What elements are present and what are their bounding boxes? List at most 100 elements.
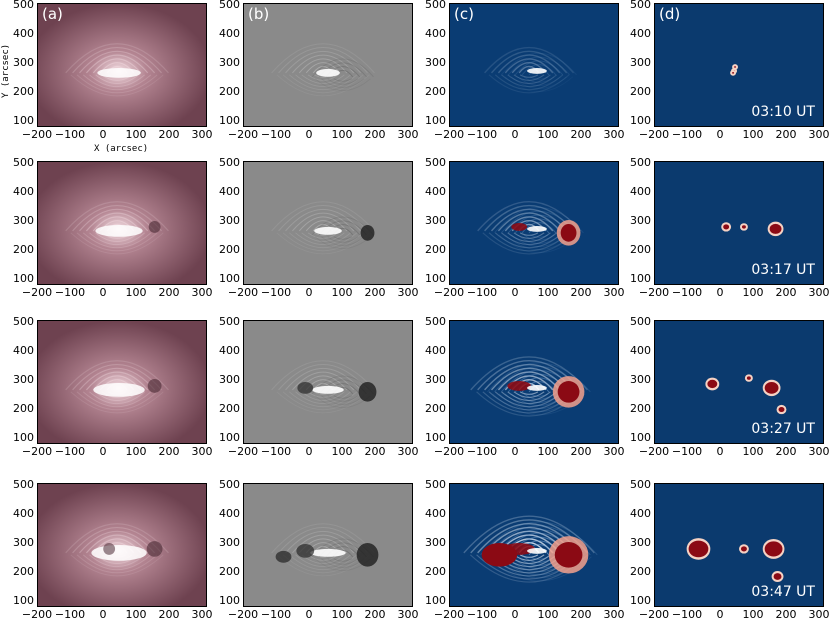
- x-axis-title: X (arcsec): [94, 144, 149, 154]
- y-tick-label: 200: [219, 565, 240, 578]
- y-tick-label: 400: [630, 185, 651, 198]
- y-tick-label: 100: [630, 272, 651, 285]
- panel-image: [244, 321, 412, 443]
- y-tick-label: 300: [630, 536, 651, 549]
- y-tick-label: 100: [425, 594, 446, 607]
- y-tick-label: 100: [219, 431, 240, 444]
- y-tick-label: 200: [425, 402, 446, 415]
- y-tick-label: 300: [13, 56, 34, 69]
- image-panel-gray-0: (b): [243, 3, 413, 127]
- y-tick-label: 200: [13, 565, 34, 578]
- x-tick-label: −200: [638, 608, 670, 621]
- y-tick-label: 300: [219, 536, 240, 549]
- y-tick-label: 300: [219, 214, 240, 227]
- x-tick-label: 0: [511, 286, 519, 299]
- y-tick-label: 500: [219, 478, 240, 491]
- x-tick-label: 200: [158, 128, 180, 141]
- y-tick-label: 300: [630, 214, 651, 227]
- x-tick-label: −100: [466, 286, 498, 299]
- x-tick-label: −200: [21, 608, 53, 621]
- panel-image: [38, 484, 206, 606]
- y-tick-label: 200: [630, 565, 651, 578]
- y-tick-label: 400: [425, 344, 446, 357]
- x-tick-label: −200: [227, 608, 259, 621]
- y-tick-label: 400: [630, 507, 651, 520]
- x-tick-label: −100: [54, 445, 86, 458]
- panel-label: (a): [42, 5, 63, 23]
- y-tick-label: 500: [425, 478, 446, 491]
- panel-image: [655, 4, 823, 126]
- y-tick-label: 100: [219, 272, 240, 285]
- x-tick-label: 100: [742, 445, 764, 458]
- y-tick-label: 200: [219, 85, 240, 98]
- x-tick-label: 300: [603, 128, 625, 141]
- x-tick-label: 300: [191, 128, 213, 141]
- x-tick-label: −200: [638, 128, 670, 141]
- y-tick-label: 200: [630, 402, 651, 415]
- x-tick-label: 300: [808, 286, 830, 299]
- y-axis-title: Y (arcsec): [1, 43, 11, 98]
- panel-image: [244, 484, 412, 606]
- y-tick-label: 100: [630, 114, 651, 127]
- time-label: 03:17 UT: [751, 262, 815, 278]
- x-tick-label: −100: [260, 445, 292, 458]
- panel-image: [450, 162, 618, 284]
- y-tick-label: 200: [13, 85, 34, 98]
- y-tick-label: 200: [219, 243, 240, 256]
- x-tick-label: 200: [158, 608, 180, 621]
- x-tick-label: −200: [21, 286, 53, 299]
- x-tick-label: 100: [331, 286, 353, 299]
- panel-label: (d): [659, 5, 681, 23]
- x-tick-label: −100: [671, 608, 703, 621]
- x-tick-label: 300: [397, 608, 419, 621]
- y-tick-label: 500: [630, 0, 651, 11]
- y-tick-label: 100: [13, 594, 34, 607]
- x-tick-label: 0: [511, 445, 519, 458]
- image-panel-diff-3: [449, 483, 619, 607]
- x-tick-label: −100: [671, 286, 703, 299]
- x-tick-label: 100: [331, 445, 353, 458]
- y-tick-label: 500: [13, 156, 34, 169]
- panel-image: [244, 4, 412, 126]
- x-tick-label: 100: [537, 128, 559, 141]
- x-tick-label: −200: [638, 445, 670, 458]
- x-tick-label: 0: [305, 608, 313, 621]
- image-panel-euv-3: [37, 483, 207, 607]
- x-tick-label: 0: [99, 445, 107, 458]
- y-tick-label: 400: [13, 185, 34, 198]
- y-tick-label: 300: [425, 214, 446, 227]
- x-tick-label: 300: [191, 286, 213, 299]
- x-tick-label: 0: [716, 445, 724, 458]
- x-tick-label: 300: [603, 286, 625, 299]
- image-panel-diff-1: [449, 161, 619, 285]
- x-tick-label: 200: [158, 286, 180, 299]
- image-panel-mask-2: 03:27 UT: [654, 320, 824, 444]
- y-tick-label: 300: [630, 373, 651, 386]
- y-tick-label: 400: [13, 344, 34, 357]
- x-tick-label: −200: [21, 128, 53, 141]
- y-tick-label: 500: [13, 478, 34, 491]
- y-tick-label: 400: [630, 344, 651, 357]
- x-tick-label: 100: [331, 128, 353, 141]
- x-tick-label: 200: [775, 286, 797, 299]
- y-tick-label: 400: [425, 185, 446, 198]
- y-tick-label: 300: [630, 56, 651, 69]
- x-tick-label: 200: [775, 445, 797, 458]
- x-tick-label: 0: [99, 286, 107, 299]
- y-tick-label: 200: [13, 402, 34, 415]
- x-tick-label: 100: [537, 608, 559, 621]
- y-tick-label: 500: [630, 478, 651, 491]
- x-tick-label: −100: [54, 128, 86, 141]
- image-panel-diff-0: (c): [449, 3, 619, 127]
- image-panel-euv-1: [37, 161, 207, 285]
- panel-image: [655, 162, 823, 284]
- x-tick-label: 300: [808, 128, 830, 141]
- y-tick-label: 200: [630, 85, 651, 98]
- x-tick-label: 100: [125, 608, 147, 621]
- x-tick-label: 200: [570, 128, 592, 141]
- panel-image: [655, 484, 823, 606]
- x-tick-label: 200: [775, 128, 797, 141]
- panel-image: [450, 321, 618, 443]
- y-tick-label: 400: [425, 507, 446, 520]
- y-tick-label: 100: [219, 594, 240, 607]
